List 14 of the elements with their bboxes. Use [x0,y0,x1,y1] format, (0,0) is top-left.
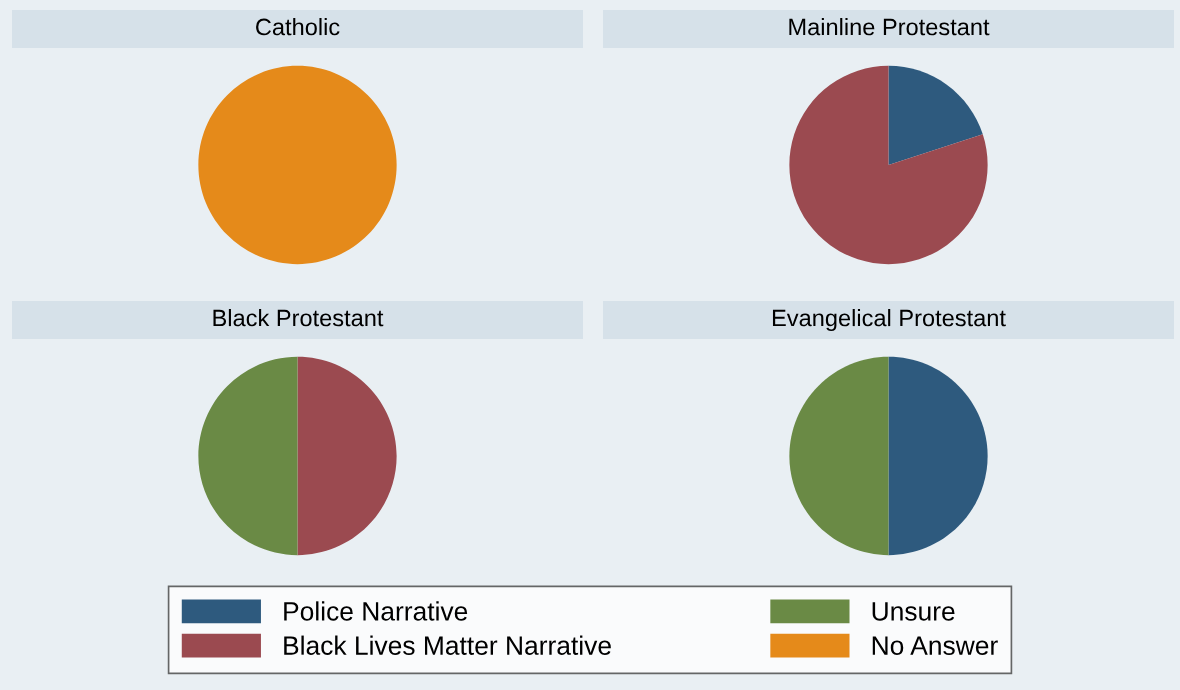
chart-title: Mainline Protestant [789,18,990,36]
legend-label: No Answer [872,636,998,655]
chart-title: Catholic [256,18,340,36]
pie-slice [198,356,298,556]
pie-slice [297,356,397,556]
legend-label: Black Lives Matter Narrative [284,635,611,655]
legend-label: Unsure [872,602,955,621]
chart-title: Evangelical Protestant [772,309,1006,332]
pie-slice [789,356,889,556]
pie-slice [888,65,983,165]
legend-label: Police Narrative [284,601,468,621]
chart-title: Black Protestant [213,309,384,327]
pie-slice [888,356,988,556]
pie-slice [789,65,988,265]
